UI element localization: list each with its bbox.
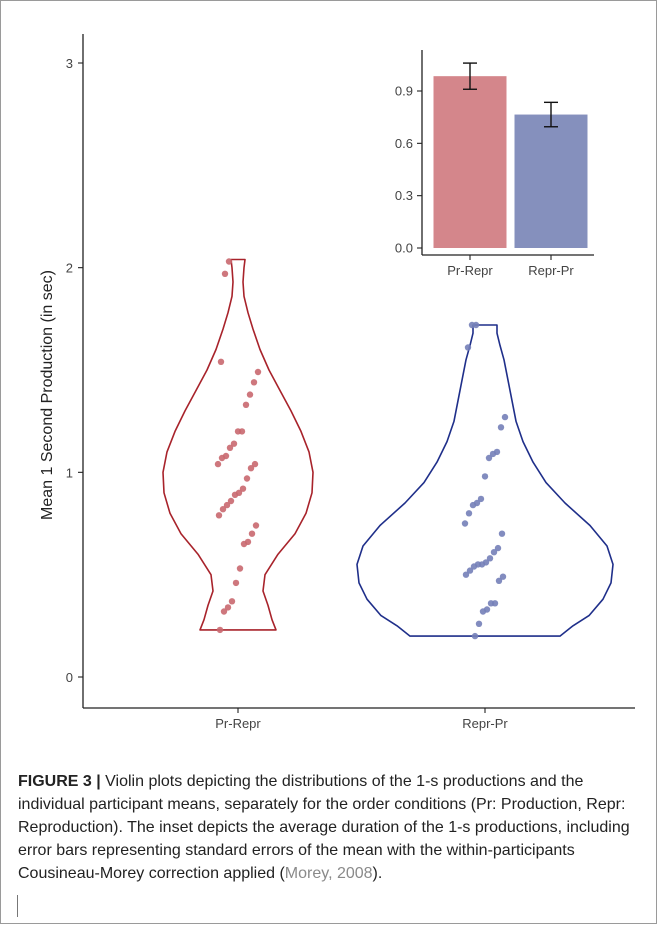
y-tick-label: 0 xyxy=(66,670,73,685)
participant-point xyxy=(494,544,502,552)
inset-bar-marks xyxy=(433,62,588,248)
violin-chart: 0 1 2 3 Pr-Repr Repr-Pr Mean 1 Second Product… xyxy=(39,34,635,731)
participant-point xyxy=(226,444,234,451)
participant-point xyxy=(247,465,255,472)
participant-point xyxy=(242,401,250,408)
participant-point xyxy=(231,491,239,498)
y-tick-label: 1 xyxy=(66,465,73,480)
participant-point xyxy=(240,540,248,548)
participant-point xyxy=(481,473,489,480)
participant-point xyxy=(230,440,238,447)
participant-point xyxy=(227,497,235,505)
caption-rule xyxy=(17,895,18,917)
main-axes: 0 1 2 3 Pr-Repr Repr-Pr xyxy=(66,34,635,731)
inset-bar-repr-pr xyxy=(514,114,588,248)
inset-axes: 0.0 0.3 0.6 0.9 Pr-Repr Repr-Pr xyxy=(395,50,594,278)
y-tick-label: 3 xyxy=(66,56,73,71)
inset-y-tick-label: 0.9 xyxy=(395,84,413,99)
participant-point xyxy=(214,460,222,468)
error-bar xyxy=(463,62,477,90)
participant-point xyxy=(498,530,506,537)
participant-point xyxy=(490,549,498,556)
participant-point xyxy=(223,501,231,509)
participant-point xyxy=(248,530,256,537)
violin-marks xyxy=(162,258,614,640)
participant-point xyxy=(224,604,232,611)
participant-point xyxy=(495,577,503,584)
participant-point xyxy=(239,485,247,492)
participant-point xyxy=(471,632,479,640)
participant-point xyxy=(477,495,485,503)
x-tick-label: Pr-Repr xyxy=(215,716,261,731)
participant-point xyxy=(220,608,228,615)
y-tick-label: 2 xyxy=(66,261,73,276)
participant-point xyxy=(468,321,476,329)
participant-point xyxy=(469,501,477,509)
caption-text: Violin plots depicting the distributions… xyxy=(18,773,630,882)
figure-label: FIGURE 3 | xyxy=(18,773,101,790)
participant-point xyxy=(216,626,224,634)
error-bar xyxy=(544,101,558,128)
participant-point xyxy=(225,258,233,265)
participant-point xyxy=(228,598,236,605)
participant-point xyxy=(466,567,474,574)
figure-caption: FIGURE 3 | Violin plots depicting the di… xyxy=(18,770,643,885)
violin-pr-repr xyxy=(162,258,314,631)
participant-point xyxy=(462,571,470,578)
inset-x-tick-label: Pr-Repr xyxy=(447,263,493,278)
citation-link[interactable]: Morey, 2008 xyxy=(284,865,373,882)
inset-bar-pr-repr xyxy=(433,76,507,248)
caption-end: ). xyxy=(372,865,383,882)
participant-point xyxy=(501,413,509,421)
participant-point xyxy=(221,270,229,277)
participant-point xyxy=(464,344,472,351)
participant-point xyxy=(497,424,505,431)
violin-repr-pr xyxy=(356,324,614,637)
participant-point xyxy=(499,573,507,580)
participant-point xyxy=(218,454,226,462)
y-axis-label: Mean 1 Second Production (in sec) xyxy=(39,270,56,520)
participant-point xyxy=(232,579,240,587)
participant-point xyxy=(251,460,259,468)
participant-point xyxy=(250,379,258,386)
participant-point xyxy=(461,520,469,527)
participant-point xyxy=(215,512,223,519)
participant-point xyxy=(489,450,497,458)
inset-y-tick-label: 0.6 xyxy=(395,136,413,151)
participant-point xyxy=(243,475,251,482)
participant-point xyxy=(470,563,478,570)
participant-point xyxy=(234,428,242,435)
participant-point xyxy=(465,510,473,517)
participant-point xyxy=(479,608,487,615)
x-tick-label: Repr-Pr xyxy=(462,716,508,731)
participant-point xyxy=(485,454,493,462)
participant-point xyxy=(254,368,262,376)
participant-point xyxy=(236,565,244,572)
participant-point xyxy=(475,620,483,627)
inset-bar-chart: 0.0 0.3 0.6 0.9 Pr-Repr Repr-Pr xyxy=(395,50,594,278)
inset-x-tick-label: Repr-Pr xyxy=(528,263,574,278)
participant-point xyxy=(486,555,494,562)
participant-point xyxy=(487,600,495,607)
inset-y-tick-label: 0.3 xyxy=(395,188,413,203)
participant-point xyxy=(219,506,227,513)
participant-point xyxy=(252,522,260,529)
participant-point xyxy=(217,358,225,365)
participant-point xyxy=(246,391,254,398)
inset-y-tick-label: 0.0 xyxy=(395,241,413,256)
